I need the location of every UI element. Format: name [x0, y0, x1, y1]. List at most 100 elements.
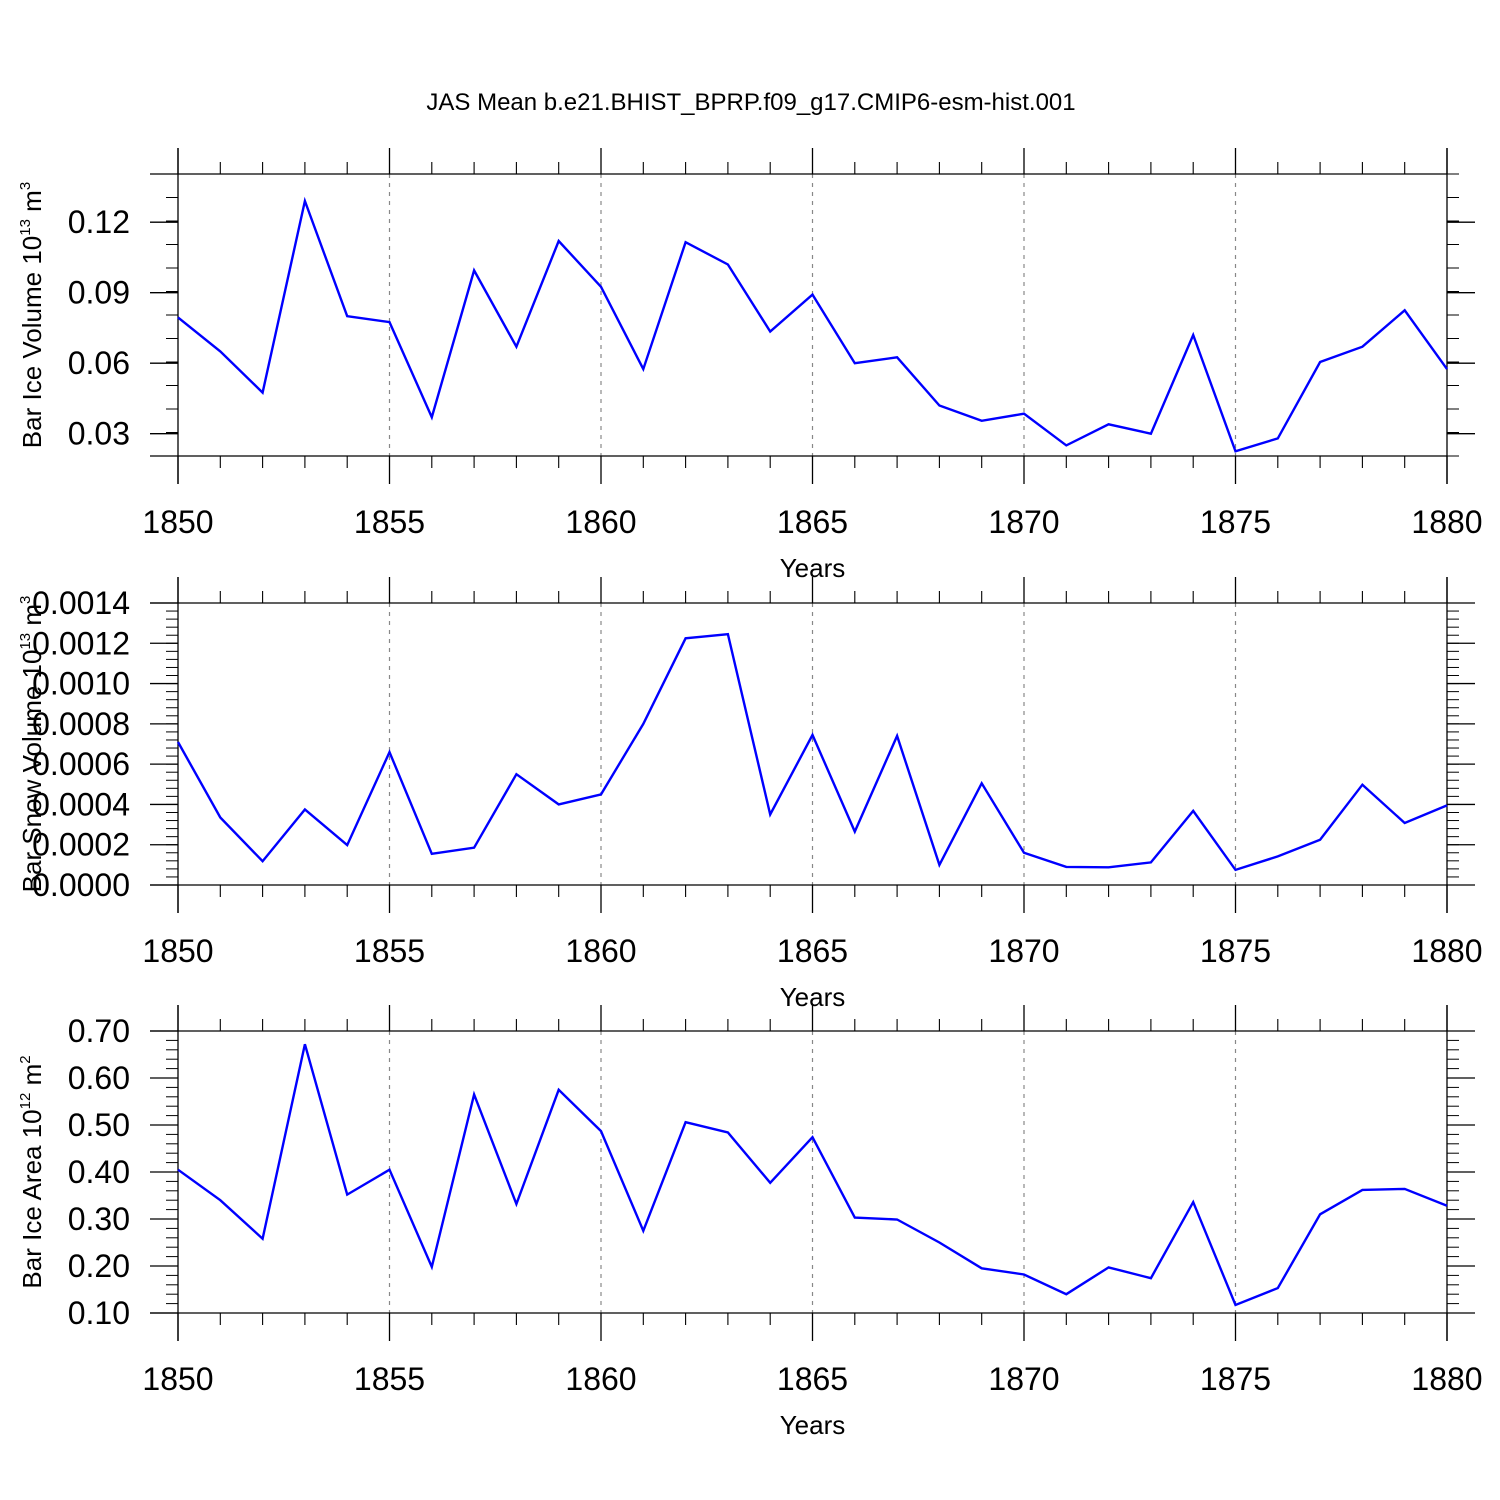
data-point — [1404, 1188, 1406, 1190]
y-tick-label: 0.0012 — [32, 625, 130, 661]
y-tick-label: 0.0010 — [32, 666, 130, 702]
data-point — [1446, 804, 1448, 806]
data-point — [388, 321, 390, 323]
data-point — [769, 813, 771, 815]
data-point — [1404, 822, 1406, 824]
y-tick-label: 0.06 — [68, 345, 130, 381]
y-axis-label-exp1: 12 — [17, 1093, 34, 1110]
data-point — [727, 633, 729, 635]
data-point — [1023, 1273, 1025, 1275]
data-point — [896, 735, 898, 737]
data-point — [1150, 1277, 1152, 1279]
data-point — [684, 241, 686, 243]
data-point — [558, 240, 560, 242]
x-tick-label: 1880 — [1411, 933, 1482, 969]
data-point — [600, 1130, 602, 1132]
y-tick-label: 0.40 — [68, 1154, 130, 1190]
data-point — [1446, 368, 1448, 370]
data-point — [261, 860, 263, 862]
data-point — [1234, 450, 1236, 452]
data-point — [1107, 866, 1109, 868]
data-point — [1065, 444, 1067, 446]
y-axis-label-base: Bar Snow Volume 10 — [17, 650, 47, 893]
data-point — [219, 816, 221, 818]
data-point — [854, 1216, 856, 1218]
data-point — [1446, 1205, 1448, 1207]
data-point — [727, 1131, 729, 1133]
data-point — [727, 263, 729, 265]
y-axis-label-mid: m — [17, 604, 47, 633]
y-axis-label: Bar Snow Volume 1013 m3 — [17, 596, 47, 893]
data-point — [600, 286, 602, 288]
x-tick-label: 1860 — [565, 504, 636, 540]
y-axis-label-mid: m — [17, 190, 47, 219]
data-point — [769, 1182, 771, 1184]
x-tick-label: 1870 — [988, 504, 1059, 540]
data-point — [1234, 869, 1236, 871]
y-tick-label: 0.03 — [68, 416, 130, 452]
x-tick-label: 1870 — [988, 933, 1059, 969]
data-point — [642, 723, 644, 725]
data-point — [431, 416, 433, 418]
data-point — [1150, 861, 1152, 863]
data-point — [304, 808, 306, 810]
data-point — [938, 864, 940, 866]
data-point — [558, 1089, 560, 1091]
y-tick-label: 0.0006 — [32, 746, 130, 782]
data-point — [261, 1238, 263, 1240]
data-point — [431, 853, 433, 855]
data-point — [346, 844, 348, 846]
data-point — [473, 847, 475, 849]
x-tick-label: 1875 — [1200, 933, 1271, 969]
y-axis-label-exp2: 3 — [17, 182, 34, 190]
data-point — [346, 1193, 348, 1195]
bar-snow-volume-panel: 0.0000 0.0002 0.0004 0.0006 0.0008 0.0010 0.00… — [17, 577, 1483, 1012]
data-point — [515, 1203, 517, 1205]
data-point — [1361, 346, 1363, 348]
x-tick-label: 1855 — [354, 1361, 425, 1397]
x-tick-label: 1880 — [1411, 1361, 1482, 1397]
y-axis-label: Bar Ice Area 1012 m2 — [17, 1055, 47, 1288]
y-tick-label: 0.12 — [68, 204, 130, 240]
y-tick-label: 0.0004 — [32, 786, 130, 822]
data-point — [811, 734, 813, 736]
y-axis-label: Bar Ice Volume 1013 m3 — [17, 182, 47, 448]
data-point — [1023, 413, 1025, 415]
y-axis-label-base: Bar Ice Volume 10 — [17, 236, 47, 448]
x-tick-label: 1855 — [354, 504, 425, 540]
data-point — [1277, 1287, 1279, 1289]
data-point — [1319, 361, 1321, 363]
data-point — [1023, 852, 1025, 854]
panels: 0.03 0.06 0.09 0.12 1850 1855 1860 1865 1870 1875… — [17, 148, 1483, 1440]
x-tick-label: 1870 — [988, 1361, 1059, 1397]
data-point — [1065, 866, 1067, 868]
data-point — [1404, 309, 1406, 311]
data-point — [177, 741, 179, 743]
data-point — [1065, 1293, 1067, 1295]
data-point — [558, 803, 560, 805]
data-point — [515, 346, 517, 348]
data-point — [1192, 1201, 1194, 1203]
data-point — [431, 1266, 433, 1268]
data-point — [938, 1241, 940, 1243]
x-axis-label: Years — [780, 1410, 846, 1440]
y-axis-label-exp1: 13 — [17, 633, 34, 650]
data-point — [261, 391, 263, 393]
data-point — [981, 782, 983, 784]
data-point — [1319, 1213, 1321, 1215]
y-tick-label: 0.10 — [68, 1295, 130, 1331]
data-point — [1107, 423, 1109, 425]
data-point — [1277, 855, 1279, 857]
data-point — [304, 200, 306, 202]
x-tick-label: 1850 — [142, 504, 213, 540]
data-point — [854, 830, 856, 832]
data-point — [1277, 437, 1279, 439]
y-axis-label-exp2: 3 — [17, 596, 34, 604]
y-tick-label: 0.70 — [68, 1013, 130, 1049]
figure-title: JAS Mean b.e21.BHIST_BPRP.f09_g17.CMIP6-… — [426, 89, 1075, 116]
data-point — [1192, 810, 1194, 812]
y-tick-label: 0.60 — [68, 1060, 130, 1096]
data-point — [642, 368, 644, 370]
y-tick-label: 0.30 — [68, 1201, 130, 1237]
